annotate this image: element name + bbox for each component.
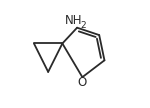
Text: O: O <box>77 76 86 89</box>
Text: NH: NH <box>64 14 82 27</box>
Text: 2: 2 <box>81 21 86 30</box>
